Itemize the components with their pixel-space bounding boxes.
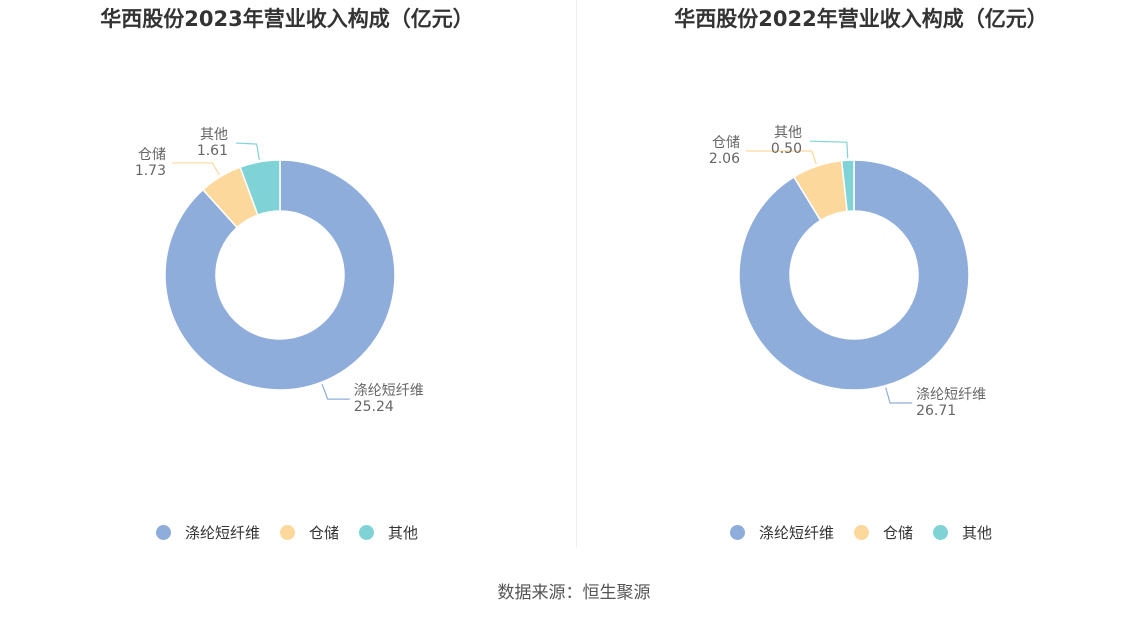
legend-label: 其他 bbox=[388, 523, 419, 542]
legend-label: 仓储 bbox=[882, 523, 913, 542]
slice-name-label: 涤纶短纤维 bbox=[916, 387, 986, 403]
legend-swatch bbox=[359, 524, 374, 540]
leader-line-1 bbox=[885, 387, 913, 404]
legend-swatch bbox=[155, 524, 171, 540]
legend-label: 涤纶短纤维 bbox=[758, 523, 834, 542]
legend-item[interactable]: 涤纶短纤维 bbox=[155, 522, 260, 543]
legend-swatch bbox=[729, 524, 745, 540]
donut-slice-3[interactable] bbox=[840, 159, 855, 213]
leader-line-3 bbox=[809, 140, 849, 159]
slice-name-label: 其他 bbox=[774, 125, 802, 141]
data-source: 数据来源：恒生聚源 bbox=[497, 583, 651, 603]
slice-name-label: 仓储 bbox=[712, 135, 740, 151]
legend-item[interactable]: 其他 bbox=[359, 522, 418, 543]
legend: 涤纶短纤维 仓储 其他 bbox=[574, 518, 1148, 546]
legend: 涤纶短纤维 仓储 其他 bbox=[0, 518, 574, 546]
legend-item[interactable]: 其他 bbox=[933, 522, 992, 543]
legend-swatch bbox=[279, 524, 295, 540]
slice-value-label: 0.50 bbox=[771, 141, 802, 157]
panel-divider bbox=[576, 0, 577, 548]
chart-title: 华西股份2023年营业收入构成（亿元） bbox=[100, 7, 474, 31]
slice-value-label: 1.73 bbox=[135, 163, 166, 179]
slice-value-label: 2.06 bbox=[709, 151, 740, 167]
legend-swatch bbox=[853, 524, 869, 540]
slice-name-label: 其他 bbox=[200, 127, 228, 143]
chart-panel-2022: 华西股份2022年营业收入构成（亿元） 涤纶短纤维 26.71 仓储 2.06 其他 0.… bbox=[574, 0, 1148, 560]
donut-slice-3[interactable] bbox=[239, 159, 281, 216]
slice-name-label: 仓储 bbox=[138, 147, 166, 163]
legend-item[interactable]: 仓储 bbox=[279, 522, 339, 543]
donut-slice-1[interactable] bbox=[738, 159, 970, 391]
legend-item[interactable]: 涤纶短纤维 bbox=[729, 522, 834, 543]
donut-slice-1[interactable] bbox=[164, 159, 396, 391]
leader-line-1 bbox=[321, 383, 350, 400]
legend-label: 仓储 bbox=[308, 523, 339, 542]
chart-title: 华西股份2022年营业收入构成（亿元） bbox=[674, 7, 1048, 31]
legend-item[interactable]: 仓储 bbox=[853, 522, 913, 543]
slice-value-label: 25.24 bbox=[354, 399, 394, 415]
leader-line-2 bbox=[172, 162, 220, 176]
slice-value-label: 26.71 bbox=[916, 403, 956, 419]
slice-value-label: 1.61 bbox=[197, 143, 228, 159]
chart-panel-2023: 华西股份2023年营业收入构成（亿元） 涤纶短纤维 25.24 仓储 1.73 其他 1.… bbox=[0, 0, 574, 560]
legend-label: 涤纶短纤维 bbox=[184, 523, 260, 542]
leader-line-2 bbox=[746, 150, 817, 165]
legend-swatch bbox=[933, 524, 948, 540]
slice-name-label: 涤纶短纤维 bbox=[354, 383, 424, 399]
legend-label: 其他 bbox=[962, 523, 993, 542]
leader-line-3 bbox=[235, 142, 260, 160]
